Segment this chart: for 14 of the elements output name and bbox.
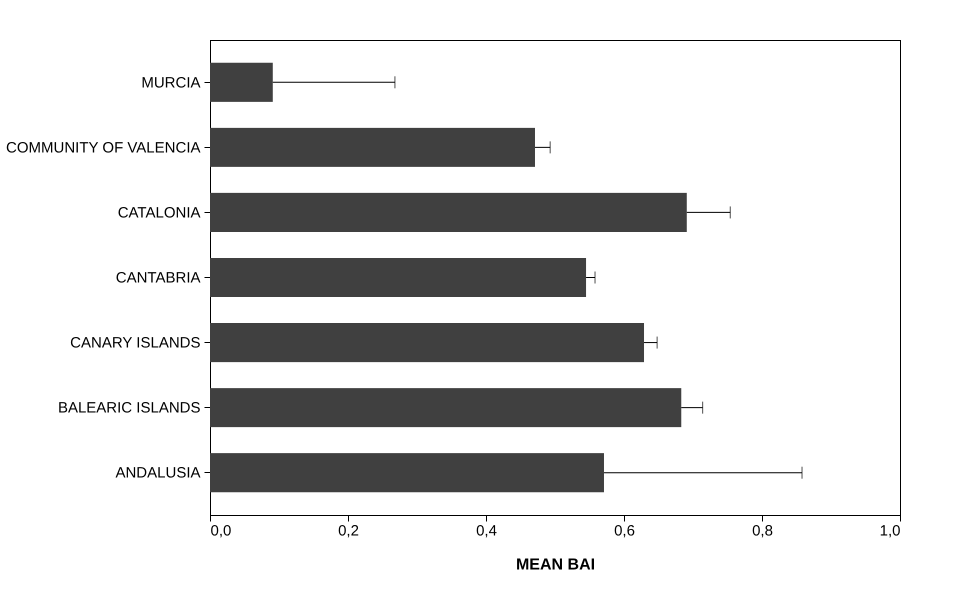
y-tick-label: CANTABRIA bbox=[116, 270, 200, 286]
y-tick-label: CATALONIA bbox=[118, 204, 200, 222]
x-tick-label: 0,4 bbox=[476, 522, 497, 540]
x-tick-label: 0,6 bbox=[614, 522, 635, 540]
x-tick-label: 1,0 bbox=[880, 522, 900, 540]
x-tick-label: 0,0 bbox=[210, 522, 232, 540]
y-tick-label: BALEARIC ISLANDS bbox=[58, 400, 200, 417]
x-axis-title: MEAN BAI bbox=[516, 556, 596, 574]
x-tick-label: 0,8 bbox=[752, 522, 773, 540]
y-tick-label: CANARY ISLANDS bbox=[70, 334, 200, 352]
x-tick-label: 0,2 bbox=[338, 522, 359, 540]
y-tick-label: ANDALUSIA bbox=[115, 464, 200, 482]
y-tick-label: COMMUNITY OF VALENCIA bbox=[6, 139, 200, 156]
y-tick-label: MURCIA bbox=[141, 74, 200, 92]
